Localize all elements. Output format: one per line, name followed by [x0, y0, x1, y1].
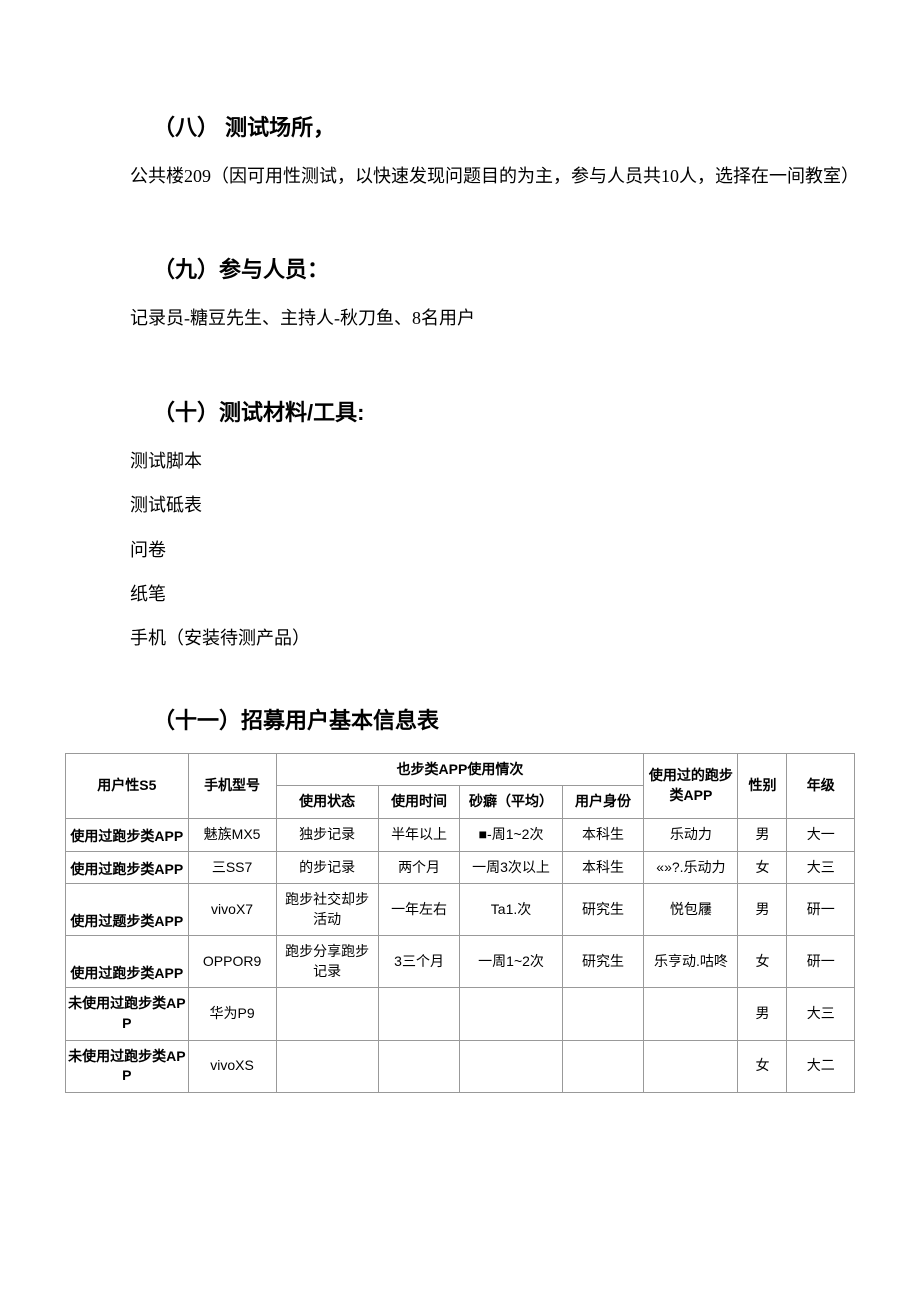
cell-gender: 女: [738, 1040, 787, 1092]
cell-status: 跑步社交却步活动: [276, 884, 378, 936]
cell-status: 独步记录: [276, 818, 378, 851]
cell-time: [378, 988, 460, 1040]
cell-freq: [460, 1040, 562, 1092]
th-user-ident: 用户身份: [562, 786, 644, 819]
heading-11: （十一）招募用户基本信息表: [65, 703, 855, 735]
cell-gender: 女: [738, 851, 787, 884]
text-10-line-3: 问卷: [65, 534, 855, 566]
cell-used-app: [644, 1040, 738, 1092]
document-page: （八） 测试场所， 公共楼209（因可用性测试，以快速发现问题目的为主，参与人员…: [0, 0, 920, 1193]
cell-freq: 一周3次以上: [460, 851, 562, 884]
table-header-row-1: 用户性S5 手机型号 也步类APP使用情次 使用过的跑步类APP 性别 年级: [66, 753, 855, 786]
cell-used-app: 乐动力: [644, 818, 738, 851]
table-row: 使用过跑步类APP OPPOR9 跑步分享跑步记录 3三个月 一周1~2次 研究…: [66, 936, 855, 988]
th-grade: 年级: [787, 753, 855, 818]
cell-status: [276, 1040, 378, 1092]
cell-ident: 本科生: [562, 851, 644, 884]
cell-grade: 大三: [787, 851, 855, 884]
cell-phone: 三SS7: [188, 851, 276, 884]
table-body: 使用过跑步类APP 魅族MX5 独步记录 半年以上 ■-周1~2次 本科生 乐动…: [66, 818, 855, 1092]
th-gender: 性别: [738, 753, 787, 818]
cell-used-app: [644, 988, 738, 1040]
cell-gender: 男: [738, 884, 787, 936]
cell-phone: OPPOR9: [188, 936, 276, 988]
th-user-type: 用户性S5: [66, 753, 189, 818]
cell-grade: 大三: [787, 988, 855, 1040]
table-head: 用户性S5 手机型号 也步类APP使用情次 使用过的跑步类APP 性别 年级 使…: [66, 753, 855, 818]
cell-time: 一年左右: [378, 884, 460, 936]
cell-used-app: 乐亨动.咕咚: [644, 936, 738, 988]
cell-freq: 一周1~2次: [460, 936, 562, 988]
cell-status: [276, 988, 378, 1040]
spacer: [65, 667, 855, 703]
cell-gender: 男: [738, 818, 787, 851]
cell-user-type: 使用过跑步类APP: [66, 851, 189, 884]
cell-ident: [562, 1040, 644, 1092]
text-9-line-1: 记录员-糖豆先生、主持人-秋刀鱼、8名用户: [65, 302, 855, 334]
cell-phone: vivoX7: [188, 884, 276, 936]
cell-gender: 男: [738, 988, 787, 1040]
cell-freq: [460, 988, 562, 1040]
cell-time: 半年以上: [378, 818, 460, 851]
cell-user-type: 使用过跑步类APP: [66, 818, 189, 851]
user-info-table: 用户性S5 手机型号 也步类APP使用情次 使用过的跑步类APP 性别 年级 使…: [65, 753, 855, 1093]
cell-time: 两个月: [378, 851, 460, 884]
cell-time: 3三个月: [378, 936, 460, 988]
heading-10: （十）测试材料/工具:: [65, 395, 855, 427]
cell-used-app: 悦包屨: [644, 884, 738, 936]
th-used-app: 使用过的跑步类APP: [644, 753, 738, 818]
text-10-line-5: 手机（安装待测产品）: [65, 622, 855, 654]
spacer: [65, 347, 855, 395]
cell-grade: 研一: [787, 936, 855, 988]
cell-freq: ■-周1~2次: [460, 818, 562, 851]
table-row: 使用过跑步类APP 魅族MX5 独步记录 半年以上 ■-周1~2次 本科生 乐动…: [66, 818, 855, 851]
cell-used-app: «»?.乐动力: [644, 851, 738, 884]
cell-ident: [562, 988, 644, 1040]
cell-user-type: 未使用过跑步类APP: [66, 1040, 189, 1092]
text-10-line-1: 测试脚本: [65, 445, 855, 477]
cell-gender: 女: [738, 936, 787, 988]
cell-status: 跑步分享跑步记录: [276, 936, 378, 988]
th-usage-group: 也步类APP使用情次: [276, 753, 644, 786]
cell-grade: 大一: [787, 818, 855, 851]
cell-user-type: 使用过题步类APP: [66, 884, 189, 936]
cell-grade: 研一: [787, 884, 855, 936]
text-8-line-1: 公共楼209（因可用性测试，以快速发现问题目的为主，参与人员共10人，选择在一间…: [65, 160, 855, 192]
th-phone: 手机型号: [188, 753, 276, 818]
table-row: 未使用过跑步类APP 华为P9 男 大三: [66, 988, 855, 1040]
table-row: 未使用过跑步类APP vivoXS 女 大二: [66, 1040, 855, 1092]
cell-status: 的步记录: [276, 851, 378, 884]
heading-9: （九）参与人员：: [65, 252, 855, 284]
heading-8: （八） 测试场所，: [65, 110, 855, 142]
th-usage-freq: 砂癖（平均）: [460, 786, 562, 819]
table-row: 使用过跑步类APP 三SS7 的步记录 两个月 一周3次以上 本科生 «»?.乐…: [66, 851, 855, 884]
cell-grade: 大二: [787, 1040, 855, 1092]
cell-phone: 魅族MX5: [188, 818, 276, 851]
cell-user-type: 未使用过跑步类APP: [66, 988, 189, 1040]
text-10-line-2: 测试砥表: [65, 489, 855, 521]
cell-user-type: 使用过跑步类APP: [66, 936, 189, 988]
cell-phone: vivoXS: [188, 1040, 276, 1092]
cell-freq: Ta1.次: [460, 884, 562, 936]
cell-time: [378, 1040, 460, 1092]
cell-ident: 本科生: [562, 818, 644, 851]
table-row: 使用过题步类APP vivoX7 跑步社交却步活动 一年左右 Ta1.次 研究生…: [66, 884, 855, 936]
cell-ident: 研究生: [562, 884, 644, 936]
text-10-line-4: 纸笔: [65, 578, 855, 610]
th-usage-time: 使用时间: [378, 786, 460, 819]
spacer: [65, 204, 855, 252]
cell-phone: 华为P9: [188, 988, 276, 1040]
th-usage-status: 使用状态: [276, 786, 378, 819]
cell-ident: 研究生: [562, 936, 644, 988]
